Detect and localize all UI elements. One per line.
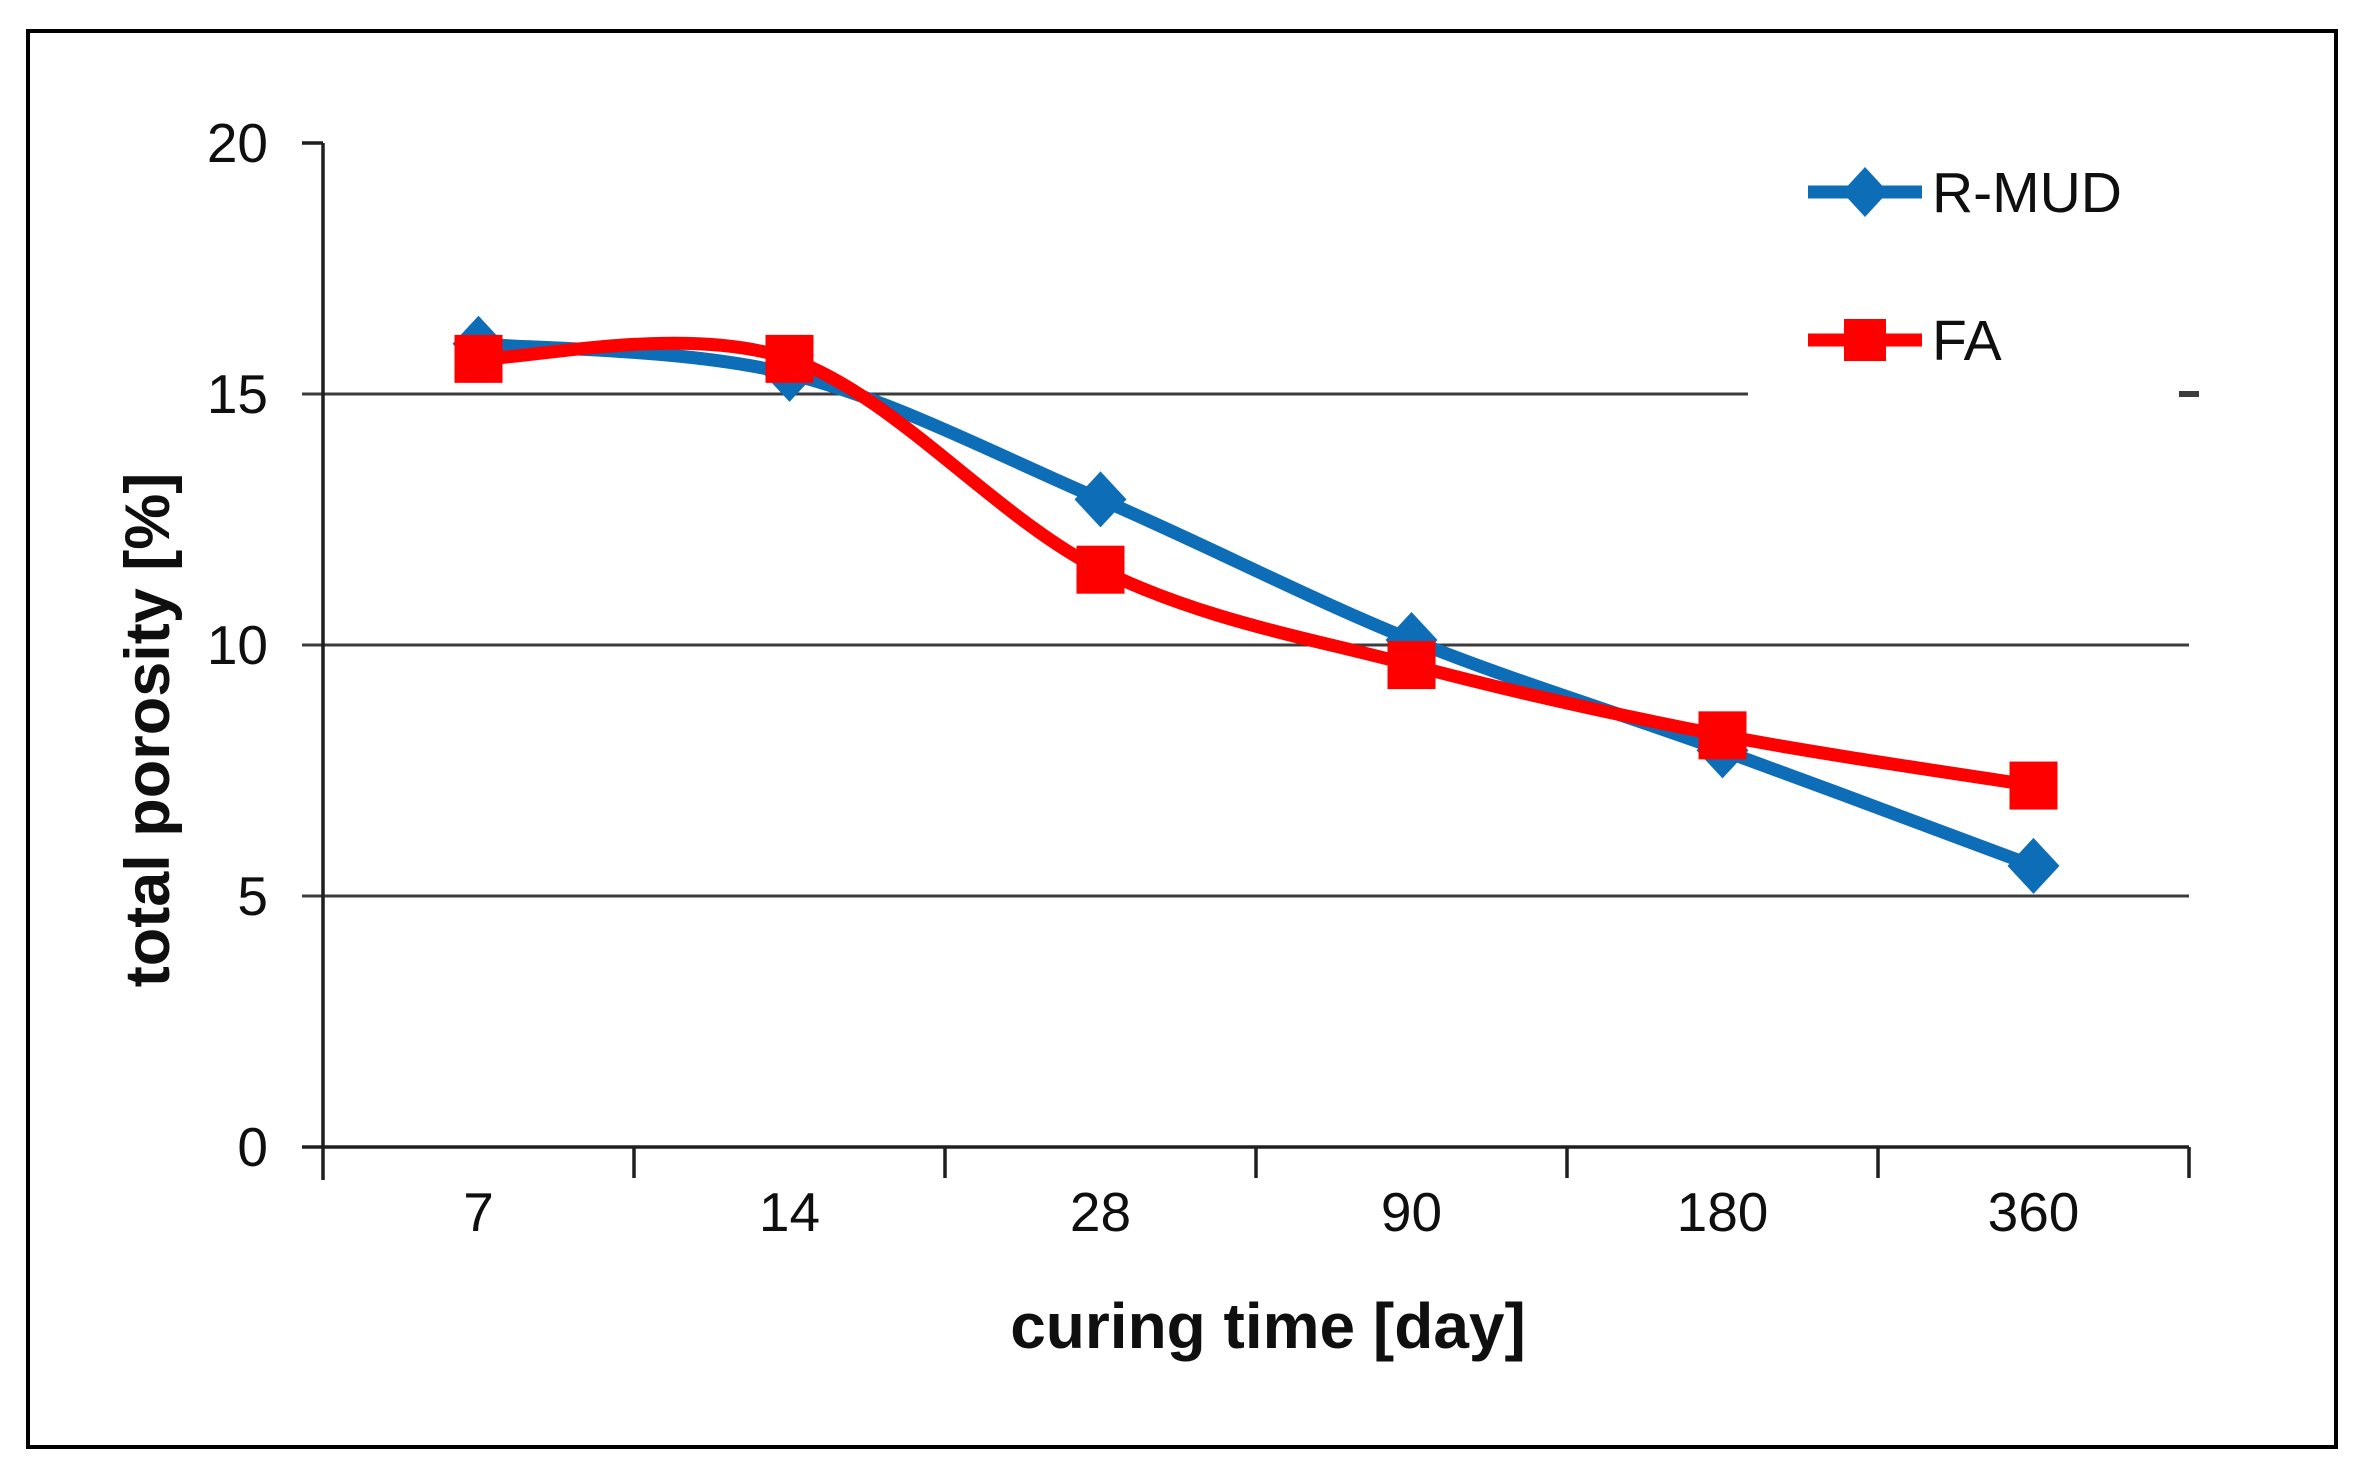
figure-border: [26, 29, 2338, 1449]
y-axis-title: total porosity [%]: [113, 473, 183, 988]
legend-marker-r-mud: [1842, 167, 1888, 217]
y-tick-label-20: 20: [207, 112, 268, 174]
marker-r-mud-360: [2007, 837, 2060, 894]
x-tick-label-28: 28: [1070, 1181, 1131, 1243]
x-tick-label-7: 7: [463, 1181, 494, 1243]
x-tick-label-180: 180: [1677, 1181, 1769, 1243]
marker-r-mud-28: [1074, 471, 1127, 528]
marker-fa-360: [2009, 761, 2058, 810]
legend-item-r-mud: R-MUD: [1808, 161, 2122, 225]
legend: R-MUD FA: [1808, 161, 2122, 373]
y-tick-label-5: 5: [237, 865, 268, 927]
marker-fa-90: [1387, 641, 1436, 690]
marker-fa-7: [454, 334, 503, 383]
marker-fa-180: [1698, 711, 1747, 760]
marker-fa-28: [1076, 545, 1125, 594]
y-tick-label-0: 0: [237, 1116, 268, 1178]
x-axis-title: curing time [day]: [1010, 1290, 1526, 1362]
y-tick-label-15: 15: [207, 363, 268, 425]
y-tick-label-10: 10: [207, 614, 268, 676]
legend-item-fa: FA: [1808, 309, 2002, 373]
x-tick-label-360: 360: [1988, 1181, 2080, 1243]
series-line-fa: [472, 336, 2040, 793]
legend-label-fa: FA: [1932, 309, 2002, 373]
x-tick-label-90: 90: [1381, 1181, 1442, 1243]
marker-fa-14: [765, 334, 814, 383]
series-fa: [454, 334, 2058, 810]
legend-marker-fa: [1844, 319, 1886, 361]
series-line-r-mud: [472, 337, 2040, 873]
series-r-mud: [452, 315, 2060, 894]
x-tick-label-14: 14: [759, 1181, 820, 1243]
legend-label-r-mud: R-MUD: [1932, 161, 2122, 225]
